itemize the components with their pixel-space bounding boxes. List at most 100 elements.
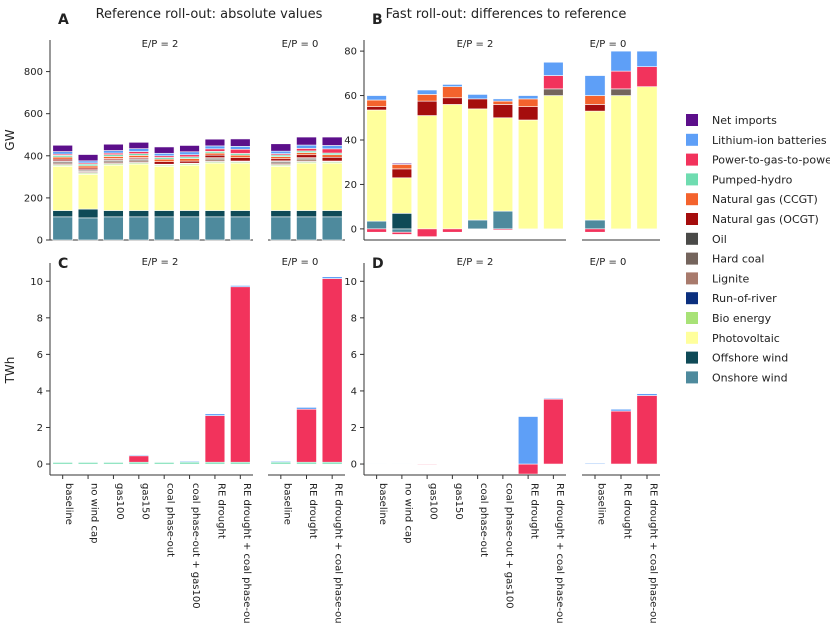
bar-a-1-re-drought-coal-phase-out-net-imports bbox=[321, 136, 343, 146]
bar-a-1-baseline-offshore-wind bbox=[270, 210, 292, 218]
y-tick-label-d-2: 2 bbox=[351, 423, 357, 434]
y-tick-label-b-40: 40 bbox=[344, 136, 357, 147]
x-tick-label-d-1-baseline: baseline bbox=[596, 483, 607, 525]
legend-label-hard-coal: Hard coal bbox=[712, 253, 764, 266]
legend-label-lithium-ion-batteries: Lithium-ion batteries bbox=[712, 134, 827, 147]
x-tick-label-d-0-baseline: baseline bbox=[377, 483, 388, 525]
bar-a-0-coal-phase-out-lithium-ion-batteries bbox=[153, 152, 175, 157]
legend-label-power-to-gas-to-power: Power-to-gas-to-power bbox=[712, 154, 830, 167]
bar-b-0-no-wind-cap-photovoltaic bbox=[391, 177, 413, 214]
bar-c-1-re-drought-lithium-ion-batteries bbox=[296, 407, 317, 410]
subplot-title-d-ep2: E/P = 2 bbox=[457, 257, 494, 268]
y-tick-label-a-600: 600 bbox=[24, 109, 43, 120]
bar-b-0-gas150-lithium-ion-batteries bbox=[442, 84, 463, 87]
legend-label-run-of-river: Run-of-river bbox=[712, 292, 777, 305]
panel-letter-b: B bbox=[372, 12, 383, 28]
bar-d-1-re-drought-coal-phase-out-power-to-gas-to-power bbox=[636, 395, 658, 465]
bar-b-0-no-wind-cap-natural-gas-ccgt bbox=[391, 164, 413, 170]
bar-a-1-baseline-net-imports bbox=[270, 143, 292, 152]
bar-a-0-coal-phase-out-gas100-natural-gas-ccgt bbox=[179, 158, 200, 162]
bar-c-0-gas150-power-to-gas-to-power bbox=[128, 455, 150, 463]
bar-c-1-re-drought-coal-phase-out-lithium-ion-batteries bbox=[321, 276, 343, 279]
legend-label-lignite: Lignite bbox=[712, 272, 750, 285]
bar-a-0-gas150-lithium-ion-batteries bbox=[128, 148, 150, 152]
bar-a-0-no-wind-cap-photovoltaic bbox=[77, 174, 99, 210]
bar-b-1-baseline-natural-gas-ccgt bbox=[584, 95, 606, 105]
bar-a-0-gas150-natural-gas-ccgt bbox=[128, 155, 150, 158]
bar-a-1-re-drought-net-imports bbox=[296, 136, 317, 146]
y-tick-label-a-200: 200 bbox=[24, 193, 43, 204]
bar-a-0-re-drought-coal-phase-out-natural-gas-ocgt bbox=[230, 157, 251, 162]
bar-a-0-gas100-net-imports bbox=[103, 143, 124, 151]
bar-a-0-no-wind-cap-onshore-wind bbox=[77, 217, 99, 241]
ylabel-bottom: TWh bbox=[3, 357, 17, 385]
bar-a-1-baseline-photovoltaic bbox=[270, 166, 292, 211]
bar-a-1-baseline-lithium-ion-batteries bbox=[270, 150, 292, 154]
bar-a-0-re-drought-coal-phase-out-power-to-gas-to-power bbox=[230, 148, 251, 154]
legend-label-natural-gas-ocgt: Natural gas (OCGT) bbox=[712, 213, 819, 226]
legend-swatch-oil bbox=[686, 232, 698, 245]
bar-a-1-re-drought-coal-phase-out-photovoltaic bbox=[321, 162, 343, 211]
bar-a-0-re-drought-onshore-wind bbox=[204, 216, 226, 241]
bar-a-0-baseline-lithium-ion-batteries bbox=[52, 151, 73, 155]
x-tick-label-c-0-coal-phase-out: coal phase-out bbox=[165, 483, 176, 557]
legend-swatch-offshore-wind bbox=[686, 351, 698, 364]
legend-swatch-photovoltaic bbox=[686, 331, 698, 344]
bar-a-1-baseline-natural-gas-ccgt bbox=[270, 156, 292, 160]
bar-a-0-gas100-photovoltaic bbox=[103, 164, 124, 211]
subplot-title-a-ep2: E/P = 2 bbox=[142, 39, 179, 50]
legend-label-natural-gas-ccgt: Natural gas (CCGT) bbox=[712, 193, 818, 206]
bar-a-0-re-drought-natural-gas-ccgt bbox=[204, 152, 226, 156]
bar-a-0-coal-phase-out-photovoltaic bbox=[153, 166, 175, 211]
bar-a-1-re-drought-lithium-ion-batteries bbox=[296, 144, 317, 149]
legend-label-onshore-wind: Onshore wind bbox=[712, 371, 788, 384]
legend-label-bio-energy: Bio energy bbox=[712, 312, 772, 325]
bar-a-0-coal-phase-out-natural-gas-ocgt bbox=[153, 161, 175, 165]
panel-title-left: Reference roll-out: absolute values bbox=[96, 7, 323, 22]
bar-a-0-gas150-power-to-gas-to-power bbox=[128, 151, 150, 154]
bar-a-0-coal-phase-out-gas100-lithium-ion-batteries bbox=[179, 151, 200, 156]
bar-a-0-coal-phase-out-gas100-power-to-gas-to-power bbox=[179, 154, 200, 158]
y-tick-label-a-0: 0 bbox=[37, 236, 43, 247]
y-tick-label-d-8: 8 bbox=[351, 313, 357, 324]
bar-b-0-baseline-power-to-gas-to-power bbox=[366, 228, 387, 233]
bar-c-0-no-wind-cap-lithium-ion-batteries bbox=[77, 461, 99, 463]
x-tick-label-c-0-gas100: gas100 bbox=[114, 483, 125, 520]
y-tick-label-d-4: 4 bbox=[351, 386, 357, 397]
bar-b-1-re-drought-coal-phase-out-lithium-ion-batteries bbox=[636, 50, 658, 67]
y-tick-label-c-4: 4 bbox=[37, 386, 43, 397]
bar-a-0-coal-phase-out-gas100-photovoltaic bbox=[179, 164, 200, 211]
y-tick-label-b-0: 0 bbox=[351, 224, 357, 235]
bar-c-0-re-drought-coal-phase-out-power-to-gas-to-power bbox=[230, 286, 251, 463]
y-tick-label-c-8: 8 bbox=[37, 313, 43, 324]
bar-b-1-re-drought-coal-phase-out-photovoltaic bbox=[636, 86, 658, 230]
bar-a-0-coal-phase-out-natural-gas-ccgt bbox=[153, 158, 175, 162]
bar-b-0-re-drought-lithium-ion-batteries bbox=[517, 95, 539, 100]
bar-a-1-re-drought-natural-gas-ocgt bbox=[296, 154, 317, 158]
y-tick-label-d-10: 10 bbox=[344, 277, 357, 288]
legend-swatch-net-imports bbox=[686, 114, 698, 126]
bar-a-0-coal-phase-out-net-imports bbox=[153, 146, 175, 154]
bar-a-1-re-drought-coal-phase-out-lithium-ion-batteries bbox=[321, 145, 343, 150]
bar-b-0-gas150-natural-gas-ccgt bbox=[442, 86, 463, 99]
bar-b-0-coal-phase-out-gas100-lithium-ion-batteries bbox=[492, 98, 514, 102]
bar-b-0-re-drought-coal-phase-out-photovoltaic bbox=[543, 95, 564, 230]
subplot-title-c-ep2: E/P = 2 bbox=[142, 257, 179, 268]
bar-b-0-re-drought-natural-gas-ocgt bbox=[517, 106, 539, 121]
bar-d-1-re-drought-power-to-gas-to-power bbox=[610, 410, 632, 465]
bar-b-1-baseline-lithium-ion-batteries bbox=[584, 75, 606, 96]
x-tick-label-d-0-re-drought-coal-phase-out: RE drought + coal phase-out bbox=[554, 483, 565, 623]
y-tick-label-d-0: 0 bbox=[351, 460, 357, 471]
legend: Net imports Lithium-ion batteries Power-to… bbox=[686, 114, 830, 384]
bar-c-0-re-drought-power-to-gas-to-power bbox=[204, 415, 226, 463]
bar-b-0-no-wind-cap-natural-gas-ocgt bbox=[391, 168, 413, 179]
x-tick-label-d-0-no-wind-cap: no wind cap bbox=[402, 483, 413, 543]
y-tick-label-a-400: 400 bbox=[24, 151, 43, 162]
bar-c-0-gas100-lithium-ion-batteries bbox=[103, 461, 124, 463]
bar-a-1-re-drought-power-to-gas-to-power bbox=[296, 148, 317, 152]
bar-a-0-gas100-natural-gas-ccgt bbox=[103, 156, 124, 159]
subplot-title-d-ep0: E/P = 0 bbox=[590, 257, 627, 268]
bar-a-0-no-wind-cap-natural-gas-ccgt bbox=[77, 165, 99, 169]
subplot-title-b-ep0: E/P = 0 bbox=[590, 39, 627, 50]
